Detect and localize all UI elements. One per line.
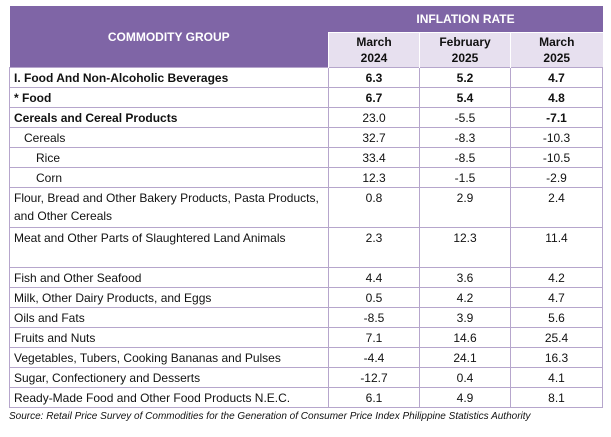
row-label: Cereals [9, 127, 329, 148]
row-value: 24.1 [419, 347, 511, 368]
row-label: Fish and Other Seafood [9, 267, 329, 288]
row-label: Flour, Bread and Other Bakery Products, … [9, 187, 329, 228]
row-label: Fruits and Nuts [9, 327, 329, 348]
row-value: 8.1 [509, 387, 604, 408]
row-value: 7.1 [328, 327, 420, 348]
row-value: 12.3 [419, 227, 511, 268]
row-value: 6.1 [328, 387, 420, 408]
table-row: Fruits and Nuts 7.1 14.6 25.4 [9, 327, 604, 348]
row-value: 5.4 [419, 87, 511, 108]
period-month: March [539, 35, 575, 49]
row-value: 0.8 [328, 187, 420, 228]
period-year: 2025 [543, 51, 571, 65]
row-label: Oils and Fats [9, 307, 329, 328]
row-label: Sugar, Confectionery and Desserts [9, 367, 329, 388]
period-month: February [439, 35, 491, 49]
period-header: March 2025 [509, 32, 603, 68]
row-value: 6.3 [328, 67, 420, 88]
row-value: 23.0 [328, 107, 420, 128]
row-value: 32.7 [328, 127, 420, 148]
row-value: 0.4 [419, 367, 511, 388]
row-value: -8.5 [419, 147, 511, 168]
table-row: I. Food And Non-Alcoholic Beverages 6.3 … [9, 67, 604, 88]
row-value: 4.8 [509, 87, 604, 108]
row-value: 4.2 [509, 267, 604, 288]
table-row: Flour, Bread and Other Bakery Products, … [9, 187, 604, 228]
row-value: 5.6 [509, 307, 604, 328]
row-value: 25.4 [509, 327, 604, 348]
row-value: 2.3 [328, 227, 420, 268]
inflation-table: COMMODITY GROUP INFLATION RATE March 202… [9, 6, 604, 408]
row-value: -1.5 [419, 167, 511, 188]
row-value: -4.4 [328, 347, 420, 368]
row-value: 11.4 [509, 227, 604, 268]
row-value: -2.9 [509, 167, 604, 188]
table-row: Corn 12.3 -1.5 -2.9 [9, 167, 604, 188]
row-value: 12.3 [328, 167, 420, 188]
row-label: Ready-Made Food and Other Food Products … [9, 387, 329, 408]
row-label: Rice [9, 147, 329, 168]
row-value: 14.6 [419, 327, 511, 348]
table-row: Cereals 32.7 -8.3 -10.3 [9, 127, 604, 148]
row-value: 4.4 [328, 267, 420, 288]
inflation-rate-header: INFLATION RATE [328, 6, 603, 33]
row-value: 6.7 [328, 87, 420, 108]
period-year: 2024 [360, 51, 388, 65]
row-label: Cereals and Cereal Products [9, 107, 329, 128]
period-header: February 2025 [419, 32, 511, 68]
row-value: -5.5 [419, 107, 511, 128]
row-label: Vegetables, Tubers, Cooking Bananas and … [9, 347, 329, 368]
table-row: Meat and Other Parts of Slaughtered Land… [9, 227, 604, 268]
row-value: -8.3 [419, 127, 511, 148]
row-label: Meat and Other Parts of Slaughtered Land… [9, 227, 329, 268]
table-row: Sugar, Confectionery and Desserts -12.7 … [9, 367, 604, 388]
inflation-table-container: COMMODITY GROUP INFLATION RATE March 202… [9, 6, 604, 423]
row-value: -8.5 [328, 307, 420, 328]
table-row: Cereals and Cereal Products 23.0 -5.5 -7… [9, 107, 604, 128]
row-value: 33.4 [328, 147, 420, 168]
commodity-group-header: COMMODITY GROUP [9, 6, 329, 68]
row-label: Milk, Other Dairy Products, and Eggs [9, 287, 329, 308]
row-label: I. Food And Non-Alcoholic Beverages [9, 67, 329, 88]
row-value: 0.5 [328, 287, 420, 308]
period-month: March [356, 35, 392, 49]
table-row: * Food 6.7 5.4 4.8 [9, 87, 604, 108]
row-value: 2.9 [419, 187, 511, 228]
table-row: Milk, Other Dairy Products, and Eggs 0.5… [9, 287, 604, 308]
row-value: 5.2 [419, 67, 511, 88]
row-value: -7.1 [509, 107, 604, 128]
row-value: -10.3 [509, 127, 604, 148]
table-row: Vegetables, Tubers, Cooking Bananas and … [9, 347, 604, 368]
row-value: -10.5 [509, 147, 604, 168]
row-label: Corn [9, 167, 329, 188]
period-year: 2025 [451, 51, 479, 65]
row-value: 3.6 [419, 267, 511, 288]
row-value: 2.4 [509, 187, 604, 228]
source-note: Source: Retail Price Survey of Commoditi… [9, 411, 531, 422]
table-row: Fish and Other Seafood 4.4 3.6 4.2 [9, 267, 604, 288]
row-label: * Food [9, 87, 329, 108]
row-value: -12.7 [328, 367, 420, 388]
row-value: 4.2 [419, 287, 511, 308]
table-row: Ready-Made Food and Other Food Products … [9, 387, 604, 408]
table-row: Oils and Fats -8.5 3.9 5.6 [9, 307, 604, 328]
row-value: 3.9 [419, 307, 511, 328]
row-value: 4.7 [509, 287, 604, 308]
row-value: 4.1 [509, 367, 604, 388]
row-value: 4.7 [509, 67, 604, 88]
row-value: 4.9 [419, 387, 511, 408]
table-row: Rice 33.4 -8.5 -10.5 [9, 147, 604, 168]
row-value: 16.3 [509, 347, 604, 368]
period-header: March 2024 [328, 32, 420, 68]
